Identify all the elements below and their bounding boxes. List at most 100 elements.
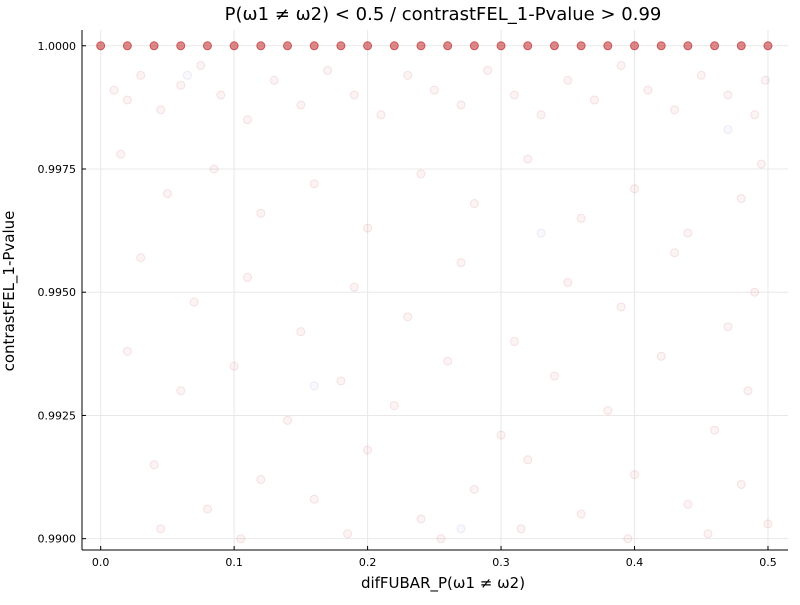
data-point-s0-107 [236,534,246,544]
data-point-s0-4 [202,41,212,51]
data-point-s0-29 [156,105,166,115]
data-point-s0-73 [403,312,413,322]
data-point-s0-40 [429,85,439,95]
data-point-s0-62 [523,154,533,164]
data-point-s0-103 [630,470,640,480]
data-point-s0-13 [443,41,453,51]
data-point-s0-97 [309,494,319,504]
grid-layer [82,30,788,550]
data-point-s0-71 [296,327,306,337]
data-point-s0-22 [683,41,693,51]
data-point-s0-78 [670,248,680,258]
data-point-s0-75 [509,337,519,347]
data-point-s0-20 [630,41,640,51]
data-point-s0-41 [456,100,466,110]
data-point-s0-44 [536,110,546,120]
data-point-s0-24 [736,41,746,51]
x-tick-label-3: 0.3 [492,556,510,569]
data-point-s0-53 [760,75,770,85]
data-point-s1-2 [723,125,733,135]
data-point-s0-50 [696,70,706,80]
data-point-s0-82 [176,386,186,396]
data-point-s0-110 [516,524,526,534]
data-point-s0-56 [209,164,219,174]
data-point-s0-65 [683,228,693,238]
x-tick-label-0: 0.0 [92,556,110,569]
data-point-s0-81 [122,346,132,356]
data-point-s0-98 [363,445,373,455]
data-point-s0-12 [416,41,426,51]
data-point-s0-45 [563,75,573,85]
y-tick-label-2: 0.9950 [38,286,77,299]
data-point-s0-47 [616,60,626,70]
data-point-s0-1 [122,41,132,51]
data-point-s0-106 [156,524,166,534]
data-point-s0-26 [109,85,119,95]
data-point-s0-96 [256,475,266,485]
data-point-s0-2 [149,41,159,51]
data-point-s1-1 [536,228,546,238]
x-tick-label-5: 0.5 [759,556,777,569]
data-point-s0-54 [116,149,126,159]
ticks-layer: 0.0 0.1 0.2 0.3 0.4 0.5 0.9900 0.9925 0.9950 0.99… [38,40,777,569]
data-point-s0-17 [549,41,559,51]
data-point-s0-51 [723,90,733,100]
data-point-s0-21 [656,41,666,51]
data-point-s0-57 [256,208,266,218]
data-point-s0-70 [242,272,252,282]
axes-layer [81,30,788,551]
data-point-s0-9 [336,41,346,51]
x-tick-label-1: 0.1 [225,556,243,569]
data-point-s0-109 [436,534,446,544]
data-point-s0-111 [623,534,633,544]
x-axis-label: difFUBAR_P(ω1 ≠ ω2) [361,574,525,593]
data-point-s0-33 [242,115,252,125]
data-point-s0-60 [416,169,426,179]
points-layer [96,41,773,544]
data-point-s0-59 [363,223,373,233]
data-point-s0-101 [523,455,533,465]
data-point-s0-31 [196,60,206,70]
data-point-s0-112 [703,529,713,539]
data-point-s0-64 [630,184,640,194]
data-point-s0-91 [656,351,666,361]
data-point-s0-46 [589,95,599,105]
data-point-s0-90 [603,406,613,416]
data-point-s0-93 [743,386,753,396]
data-point-s0-100 [469,484,479,494]
data-point-s0-74 [456,258,466,268]
data-point-s0-43 [509,90,519,100]
data-point-s0-15 [496,41,506,51]
data-point-s0-19 [603,41,613,51]
x-tick-label-2: 0.2 [359,556,377,569]
data-point-s0-3 [176,41,186,51]
data-point-s0-113 [763,519,773,529]
data-point-s0-95 [202,504,212,514]
data-point-s0-6 [256,41,266,51]
y-tick-label-1: 0.9925 [38,409,77,422]
data-point-s0-89 [549,371,559,381]
data-point-s0-28 [136,70,146,80]
data-point-s0-92 [710,425,720,435]
data-point-s0-80 [750,287,760,297]
data-point-s0-42 [483,65,493,75]
data-point-s0-0 [96,41,106,51]
data-point-s0-11 [389,41,399,51]
data-point-s0-77 [616,302,626,312]
data-point-s0-108 [343,529,353,539]
data-point-s0-32 [216,90,226,100]
data-point-s0-99 [416,514,426,524]
x-tick-label-4: 0.4 [626,556,644,569]
data-point-s0-66 [736,194,746,204]
data-point-s0-49 [670,105,680,115]
data-point-s0-37 [349,90,359,100]
data-point-s0-55 [162,189,172,199]
data-point-s0-72 [349,282,359,292]
data-point-s1-4 [456,524,466,534]
data-point-s0-76 [563,277,573,287]
data-point-s0-79 [723,322,733,332]
data-point-s0-68 [136,253,146,263]
y-tick-label-0: 0.9900 [38,533,77,546]
data-point-s0-67 [756,159,766,169]
